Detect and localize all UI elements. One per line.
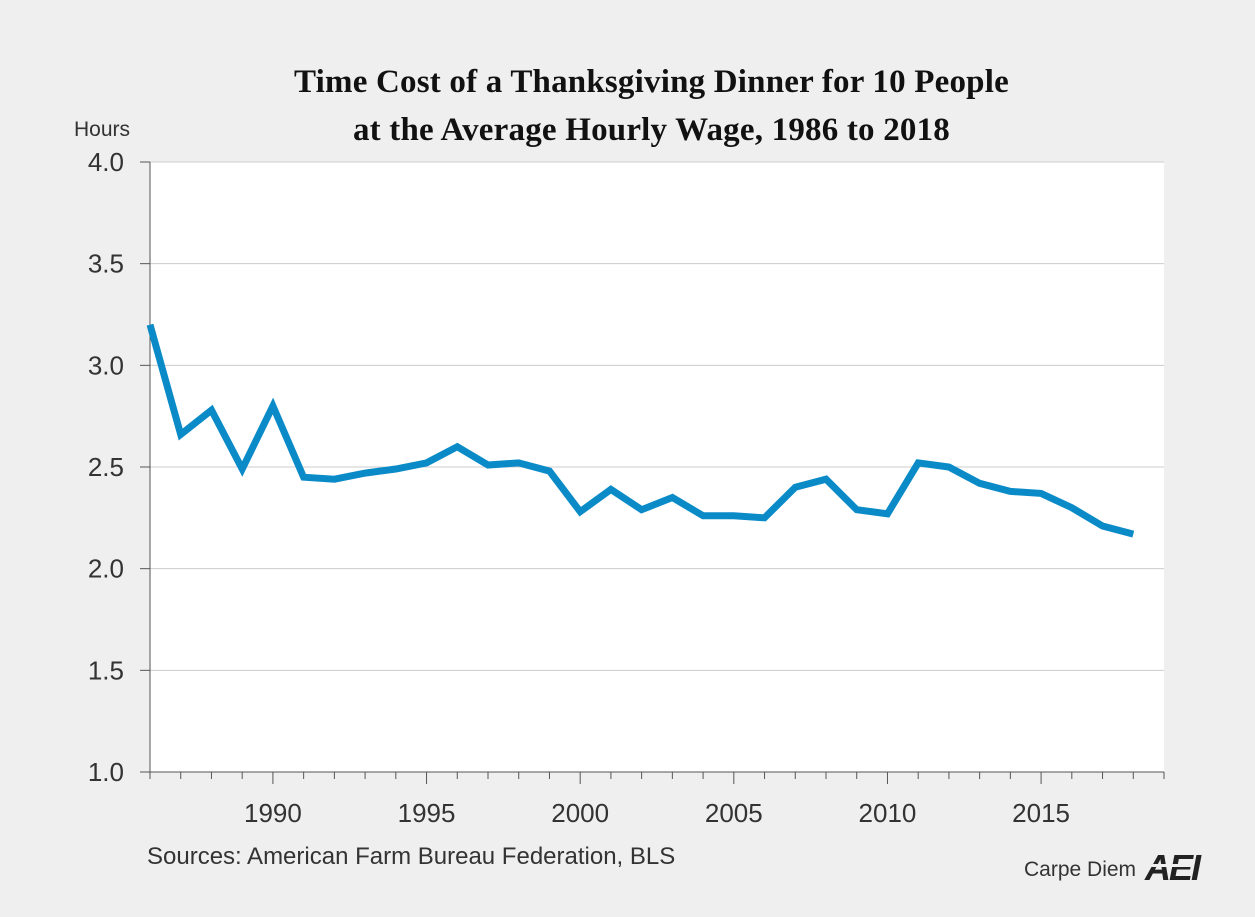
chart-title-line-1: Time Cost of a Thanksgiving Dinner for 1… bbox=[294, 64, 1009, 100]
y-tick-label: 1.0 bbox=[88, 757, 124, 787]
x-tick-label: 2015 bbox=[1012, 798, 1070, 828]
y-tick-label: 3.0 bbox=[88, 350, 124, 380]
y-tick-label: 1.5 bbox=[88, 655, 124, 685]
axes: 1.0 1.5 2.0 2.5 3.0 3.5 4.0 1990 1995 2000 2005 201… bbox=[88, 147, 1165, 828]
x-tick-label: 1995 bbox=[398, 798, 456, 828]
logo-text: AEI bbox=[1144, 849, 1202, 885]
x-tick-label: 2005 bbox=[705, 798, 763, 828]
y-tick-label: 4.0 bbox=[88, 147, 124, 177]
x-tick-label: 1990 bbox=[244, 798, 302, 828]
y-tick-label: 3.5 bbox=[88, 249, 124, 279]
y-axis-label: Hours bbox=[74, 118, 131, 141]
x-tick-label: 2000 bbox=[551, 798, 609, 828]
y-tick-label: 2.5 bbox=[88, 452, 124, 482]
source-note: Sources: American Farm Bureau Federation… bbox=[147, 843, 676, 870]
y-tick-label: 2.0 bbox=[88, 554, 124, 584]
aei-logo-icon: AEI bbox=[1143, 847, 1219, 890]
series-layer bbox=[146, 323, 1135, 538]
gridlines bbox=[150, 161, 1164, 671]
chart-title-line-2: at the Average Hourly Wage, 1986 to 2018 bbox=[352, 112, 951, 148]
brand-label: Carpe Diem bbox=[1024, 858, 1137, 881]
x-tick-label: 2010 bbox=[859, 798, 917, 828]
